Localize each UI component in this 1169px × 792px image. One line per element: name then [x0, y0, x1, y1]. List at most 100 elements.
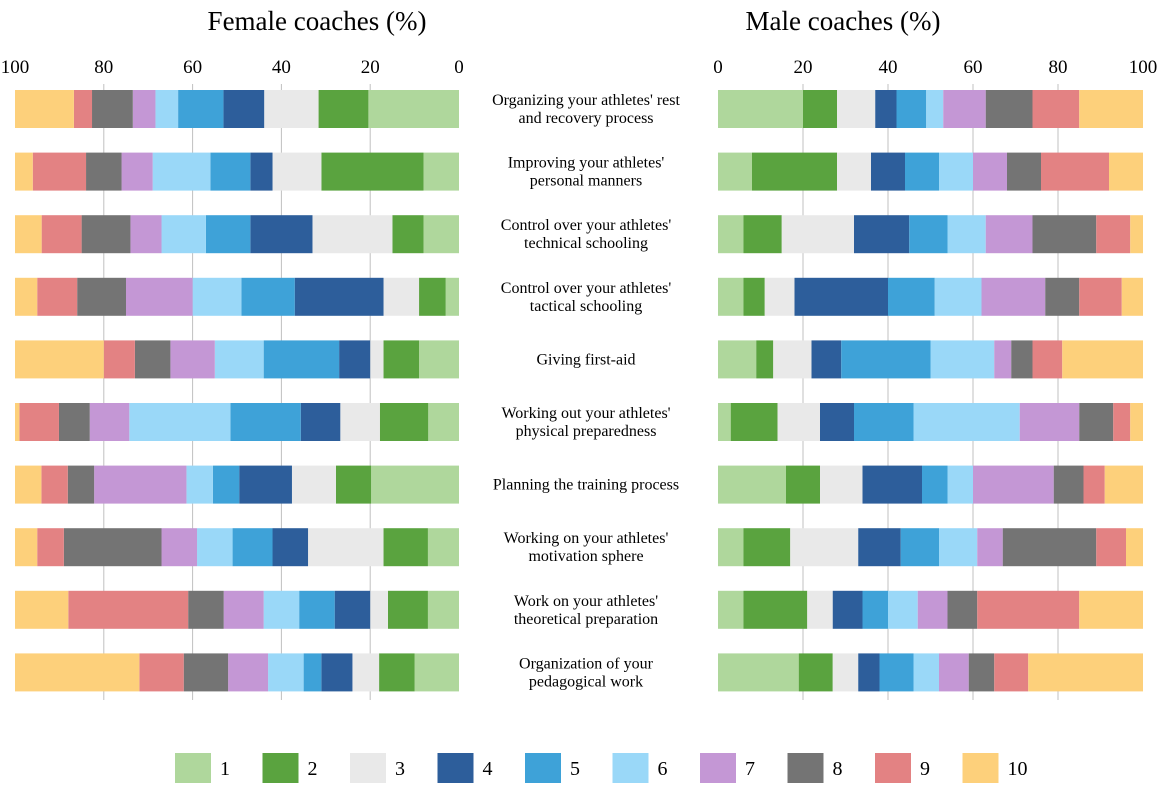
bar-segment: [392, 215, 424, 254]
bar-segment: [718, 90, 803, 128]
bar-segment: [743, 215, 782, 254]
category-label: Work on your athletes' theoretical prepar…: [514, 593, 658, 628]
bar-segment: [94, 465, 187, 504]
bar-segment: [121, 152, 153, 191]
bar-segment: [32, 152, 87, 191]
bar-segment: [223, 90, 265, 128]
bar-segment: [947, 215, 986, 254]
bar-segment: [139, 653, 184, 692]
bar-segment: [379, 403, 429, 441]
bar-segment: [794, 277, 888, 316]
bar-segment: [1028, 653, 1143, 692]
bar-segment: [1083, 465, 1105, 504]
bar-segment: [129, 403, 231, 441]
bar-segment: [379, 653, 415, 692]
bar-segment: [37, 528, 64, 567]
bar-segment: [155, 90, 179, 128]
bar-segment: [419, 277, 446, 316]
bar-segment: [888, 277, 935, 316]
bar-segment: [820, 465, 863, 504]
bar-segment: [1053, 465, 1084, 504]
bar-segment: [335, 465, 372, 504]
bar-segment: [862, 465, 922, 504]
bar-segment: [41, 215, 82, 254]
bar-segment: [968, 653, 995, 692]
bar-segment: [1121, 277, 1143, 316]
x-tick-label: 40: [272, 57, 291, 78]
bar-segment: [15, 277, 38, 316]
bar-segment: [89, 403, 130, 441]
bar-segment: [103, 340, 135, 379]
legend-label: 8: [833, 758, 843, 780]
bar-segment: [445, 277, 459, 316]
bar-segment: [134, 340, 171, 379]
x-tick-label: 100: [1, 57, 30, 78]
bar-segment: [250, 215, 313, 254]
bar-segment: [1032, 340, 1063, 379]
bar-segment: [718, 465, 786, 504]
bar-segment: [427, 590, 459, 629]
bar-segment: [414, 653, 459, 692]
bar-segment: [985, 90, 1033, 128]
bar-segment: [718, 277, 744, 316]
legend-label: 9: [920, 758, 930, 780]
bar-segment: [387, 590, 428, 629]
bar-segment: [308, 528, 384, 567]
bar-segment: [854, 215, 910, 254]
bar-segment: [947, 590, 978, 629]
category-label: Working on your athletes' motivation sphe…: [504, 530, 669, 565]
legend-label: 4: [483, 758, 493, 780]
bars: [15, 90, 1143, 692]
bar-segment: [888, 590, 918, 629]
bar-segment: [718, 215, 744, 254]
bar-segment: [896, 90, 927, 128]
bar-segment: [803, 90, 837, 128]
bar-segment: [1096, 528, 1126, 567]
bar-segment: [68, 590, 189, 629]
bar-segment: [1002, 528, 1097, 567]
bar-segment: [913, 653, 939, 692]
bar-segment: [1079, 90, 1143, 128]
male-chart-title: Male coaches (%): [746, 6, 941, 36]
category-label: Control over your athletes' technical sch…: [501, 217, 672, 252]
bar-segment: [786, 465, 820, 504]
legend-swatch: [437, 753, 474, 783]
bar-segment: [994, 653, 1029, 692]
bar-segment: [86, 152, 122, 191]
bar-segment: [239, 465, 292, 504]
legend-swatch: [175, 753, 211, 783]
legend-label: 7: [745, 758, 755, 780]
bar-segment: [922, 465, 948, 504]
bar-segment: [300, 403, 341, 441]
bar-segment: [250, 152, 273, 191]
x-tick-label: 80: [1049, 57, 1068, 78]
bar-segment: [913, 403, 1020, 441]
bar-segment: [743, 277, 765, 316]
bar-segment: [81, 215, 131, 254]
bar-segment: [985, 215, 1033, 254]
bar-segment: [973, 152, 1007, 191]
legend-swatch: [700, 753, 736, 783]
bar-segment: [930, 340, 995, 379]
bar-segment: [841, 340, 931, 379]
bar-segment: [1041, 152, 1109, 191]
category-label: Control over your athletes' tactical scho…: [501, 280, 672, 315]
bar-segment: [1109, 152, 1143, 191]
bar-segment: [15, 403, 20, 441]
bar-segment: [1019, 403, 1080, 441]
bar-segment: [352, 653, 380, 692]
bar-segment: [263, 590, 300, 629]
bar-segment: [1113, 403, 1131, 441]
bar-segment: [318, 90, 369, 128]
bar-segment: [428, 403, 459, 441]
legend-label: 5: [570, 758, 580, 780]
bar-segment: [73, 90, 93, 128]
bar-segment: [752, 152, 837, 191]
bar-segment: [943, 90, 986, 128]
bar-segment: [917, 590, 948, 629]
bar-segment: [178, 90, 224, 128]
bar-segment: [19, 403, 59, 441]
bar-segment: [1096, 215, 1131, 254]
bar-segment: [183, 653, 229, 692]
bar-segment: [730, 403, 778, 441]
